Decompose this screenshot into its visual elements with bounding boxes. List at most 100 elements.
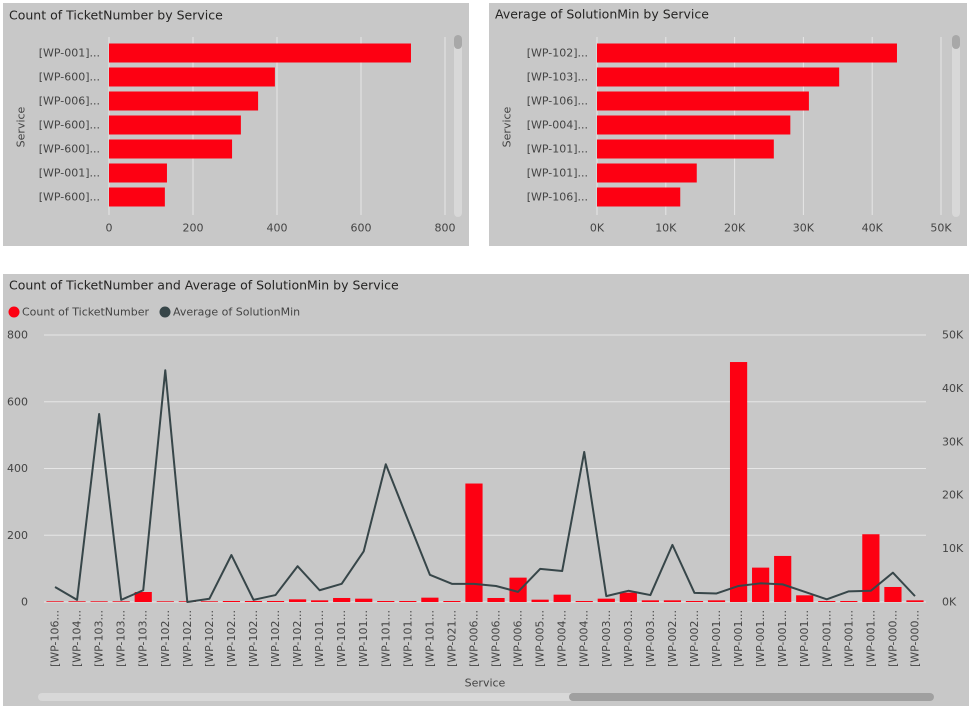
bar [288, 599, 307, 602]
x-tick-label: 0 [106, 222, 113, 235]
bar [774, 555, 792, 602]
bar [884, 586, 902, 602]
x-tick-label: [WP-102... [225, 610, 238, 667]
x-tick-label: [WP-102... [181, 610, 194, 667]
axis-title: Service [501, 106, 514, 147]
y-tick-label: [WP-004]... [527, 119, 588, 132]
x-tick-label: [WP-102... [159, 610, 172, 667]
legend-label: Count of TicketNumber [22, 306, 149, 319]
y-tick-label: [WP-101]... [527, 167, 588, 180]
x-tick-label: [WP-003... [644, 610, 657, 667]
x-tick-label: [WP-000... [886, 610, 899, 667]
x-tick-label: 20K [724, 222, 746, 235]
x-tick-label: [WP-102... [203, 610, 216, 667]
x-tick-label: [WP-001... [842, 610, 855, 667]
x-tick-label: 0K [590, 222, 605, 235]
axis-title: Service [15, 106, 28, 147]
x-tick-label: [WP-002... [688, 610, 701, 667]
bar [200, 601, 218, 602]
bar [109, 163, 167, 183]
bar [487, 597, 505, 602]
x-tick-label: [WP-001... [798, 610, 811, 667]
y-tick-label: [WP-600]... [39, 143, 100, 156]
y2-tick-label: 50K [942, 329, 964, 342]
x-tick-label: [WP-001... [710, 610, 723, 667]
bar [840, 600, 858, 602]
x-tick-label: 40K [862, 222, 884, 235]
x-tick-label: [WP-001... [732, 610, 745, 667]
bar [796, 595, 814, 602]
x-tick-label: [WP-101... [335, 610, 348, 667]
x-tick-label: [WP-001... [754, 610, 767, 667]
bar [509, 577, 527, 602]
x-tick-label: [WP-103... [93, 610, 106, 667]
y-tick-label: 0 [21, 596, 28, 609]
bar [112, 601, 130, 602]
y-tick-label: [WP-600]... [39, 71, 100, 84]
bar [109, 43, 411, 63]
bar [862, 534, 880, 602]
scrollbar-thumb[interactable] [952, 35, 960, 49]
x-tick-label: [WP-001... [776, 610, 789, 667]
bar [109, 139, 233, 159]
x-tick-label: [WP-004... [578, 610, 591, 667]
bar [553, 594, 571, 602]
y-tick-label: [WP-006]... [39, 95, 100, 108]
x-tick-label: [WP-101... [357, 610, 370, 667]
x-tick-label: [WP-003... [622, 610, 635, 667]
x-tick-label: [WP-001... [820, 610, 833, 667]
bar [685, 600, 704, 602]
x-tick-label: [WP-106... [49, 610, 62, 667]
x-tick-label: [WP-001... [864, 610, 877, 667]
x-tick-label: 50K [930, 222, 952, 235]
x-tick-label: [WP-101... [423, 610, 436, 667]
bar [597, 91, 809, 111]
x-tick-label: [WP-006... [467, 610, 480, 667]
bar [597, 163, 697, 183]
y2-tick-label: 0K [942, 596, 957, 609]
scrollbar-track[interactable] [454, 35, 462, 217]
y-tick-label: [WP-106]... [527, 95, 588, 108]
y2-tick-label: 10K [942, 542, 964, 555]
y-tick-label: [WP-600]... [39, 191, 100, 204]
scrollbar-thumb[interactable] [454, 35, 462, 49]
x-tick-label: [WP-102... [269, 610, 282, 667]
x-tick-label: [WP-103... [137, 610, 150, 667]
x-tick-label: [WP-006... [490, 610, 503, 667]
x-tick-label: [WP-000... [908, 610, 921, 667]
y-tick-label: [WP-001]... [39, 167, 100, 180]
scrollbar-track[interactable] [952, 35, 960, 217]
chart-title: Count of TicketNumber and Average of Sol… [9, 278, 399, 293]
chart-title: Average of SolutionMin by Service [495, 7, 709, 22]
x-tick-label: [WP-102... [247, 610, 260, 667]
bar [575, 600, 593, 602]
x-tick-label: 800 [435, 222, 456, 235]
bar [597, 67, 840, 87]
x-tick-label: [WP-004... [556, 610, 569, 667]
x-tick-label: [WP-101... [313, 610, 326, 667]
bar [377, 600, 395, 602]
bar [109, 115, 241, 135]
x-tick-label: [WP-101... [379, 610, 392, 667]
bar [222, 600, 241, 602]
bar [333, 597, 351, 602]
bar [597, 187, 681, 207]
y-tick-label: [WP-102]... [527, 47, 588, 60]
y2-tick-label: 40K [942, 382, 964, 395]
x-tick-label: 30K [793, 222, 815, 235]
legend-marker [159, 306, 171, 318]
bar [707, 600, 726, 602]
y-tick-label: [WP-600]... [39, 119, 100, 132]
x-tick-label: [WP-006... [512, 610, 525, 667]
x-tick-label: [WP-102... [291, 610, 304, 667]
y-tick-label: [WP-106]... [527, 191, 588, 204]
bar [465, 483, 483, 602]
x-tick-label: 200 [183, 222, 204, 235]
axis-title: Service [465, 677, 506, 690]
bar [266, 600, 285, 602]
scrollbar-thumb[interactable] [569, 693, 934, 701]
bar [818, 600, 836, 602]
bar [597, 115, 791, 135]
bar [597, 43, 897, 63]
chart-title: Count of TicketNumber by Service [9, 8, 223, 23]
